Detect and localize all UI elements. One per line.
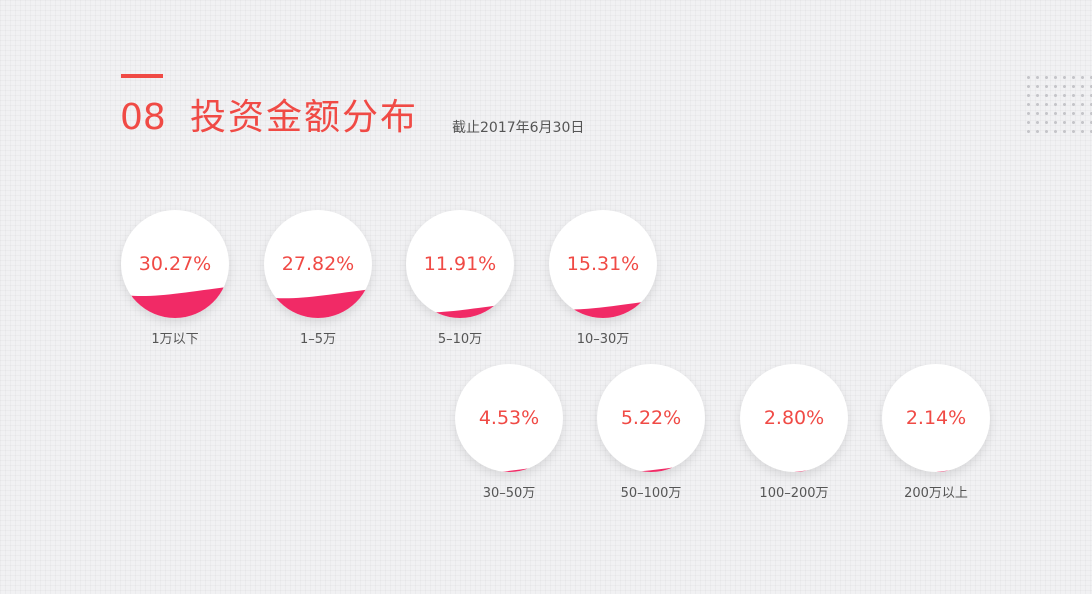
bubble-category-label: 1万以下 — [151, 332, 199, 347]
bubble-fill-svg — [455, 463, 563, 472]
bubble-circle: 4.53% — [455, 364, 563, 472]
bubble-fill-wave — [455, 463, 563, 472]
bubble-category-label: 50–100万 — [620, 486, 682, 501]
bubble-circle: 27.82% — [264, 210, 372, 318]
bubble-circle: 30.27% — [121, 210, 229, 318]
section-number: 08 — [120, 97, 166, 138]
bubble-fill-wave — [264, 288, 372, 318]
bubble-category-label: 5–10万 — [437, 332, 483, 347]
bubble-fill-svg — [121, 286, 229, 318]
bubble-6: 2.80% 100–200万 — [740, 364, 848, 501]
bubble-value-label: 4.53% — [478, 407, 540, 429]
bubble-fill-svg — [549, 300, 657, 318]
bubble-7: 2.14% 200万以上 — [882, 364, 990, 501]
bubble-fill-svg — [740, 465, 848, 472]
decorative-dot-grid — [1024, 73, 1092, 137]
bubble-fill-wave — [597, 463, 705, 472]
bubble-4: 4.53% 30–50万 — [455, 364, 563, 501]
bubble-value-label: 2.80% — [763, 407, 825, 429]
bubble-fill-wave — [882, 465, 990, 472]
page-title: 投资金额分布 — [190, 97, 419, 138]
bubble-category-label: 200万以上 — [904, 486, 968, 501]
bubble-fill-svg — [406, 303, 514, 318]
bubble-0: 30.27% 1万以下 — [121, 210, 229, 347]
bubble-category-label: 100–200万 — [759, 486, 829, 501]
bubble-fill-svg — [264, 288, 372, 318]
bubble-value-label: 2.14% — [905, 407, 967, 429]
bubble-fill-svg — [882, 465, 990, 472]
bubble-circle: 11.91% — [406, 210, 514, 318]
bubble-value-label: 30.27% — [138, 253, 212, 275]
bubble-value-label: 5.22% — [620, 407, 682, 429]
bubble-fill-wave — [406, 303, 514, 318]
bubble-fill-wave — [549, 300, 657, 318]
bubble-fill-wave — [740, 465, 848, 472]
page-subtitle: 截止2017年6月30日 — [452, 120, 585, 136]
bubble-circle: 15.31% — [549, 210, 657, 318]
bubble-value-label: 15.31% — [566, 253, 640, 275]
bubble-category-label: 10–30万 — [576, 332, 630, 347]
bubble-fill-wave — [121, 286, 229, 318]
bubble-2: 11.91% 5–10万 — [406, 210, 514, 347]
bubble-circle: 2.80% — [740, 364, 848, 472]
bubble-category-label: 30–50万 — [482, 486, 536, 501]
bubble-circle: 2.14% — [882, 364, 990, 472]
title-accent-bar — [121, 74, 163, 78]
bubble-fill-svg — [597, 463, 705, 472]
bubble-category-label: 1–5万 — [299, 332, 337, 347]
bubble-1: 27.82% 1–5万 — [264, 210, 372, 347]
bubble-value-label: 11.91% — [423, 253, 497, 275]
bubble-5: 5.22% 50–100万 — [597, 364, 705, 501]
bubble-value-label: 27.82% — [281, 253, 355, 275]
bubble-3: 15.31% 10–30万 — [549, 210, 657, 347]
bubble-circle: 5.22% — [597, 364, 705, 472]
